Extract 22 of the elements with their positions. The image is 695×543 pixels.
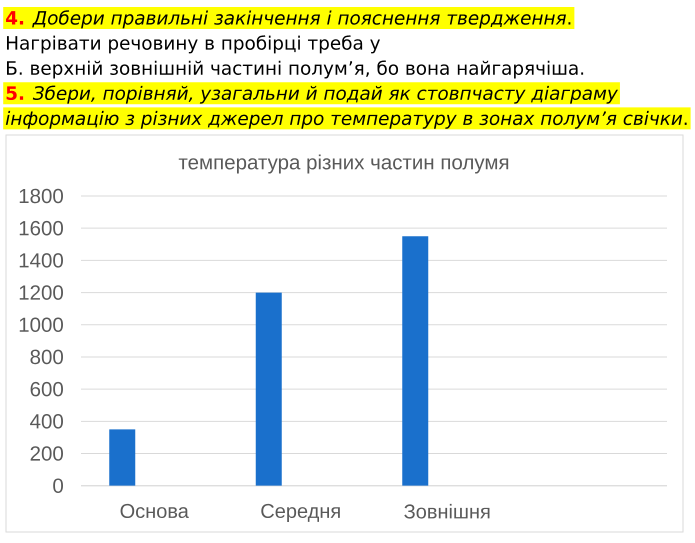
y-tick-label: 800	[30, 350, 63, 364]
y-tick-label: 1000	[20, 317, 63, 332]
y-tick-label: 1800	[20, 188, 63, 204]
x-tick-label: Зовнішня	[404, 504, 490, 519]
text: Нагрівати речовину в пробірці треба у	[7, 35, 380, 54]
text: інформацію з різних джерел про температуру в зонах полум’я свічки.	[6, 110, 687, 129]
x-tick-label: Середня	[261, 504, 340, 522]
chart-title: температура різних частин полумя	[178, 154, 508, 174]
y-tick-label: 1400	[20, 253, 63, 268]
y-tick-label: 200	[30, 446, 63, 461]
y-tick-label: 400	[30, 414, 63, 429]
text: 5. Збери, порівняй, узагальни й подай як стовпчасту діаграму	[6, 86, 618, 104]
y-tick-label: 0	[53, 478, 63, 493]
text: Б. верхній зовнішній частині полум’я, бо вона найгарячіша.	[7, 60, 584, 79]
x-tick-label: Основа	[120, 504, 189, 518]
y-tick-label: 1200	[20, 285, 63, 300]
bar	[256, 292, 282, 486]
text: 4. Добери правильні закінчення і пояснення твердження.	[6, 10, 570, 28]
bar	[109, 429, 136, 486]
y-tick-label: 600	[30, 382, 63, 396]
y-tick-label: 1600	[20, 220, 63, 236]
bar	[402, 236, 428, 486]
